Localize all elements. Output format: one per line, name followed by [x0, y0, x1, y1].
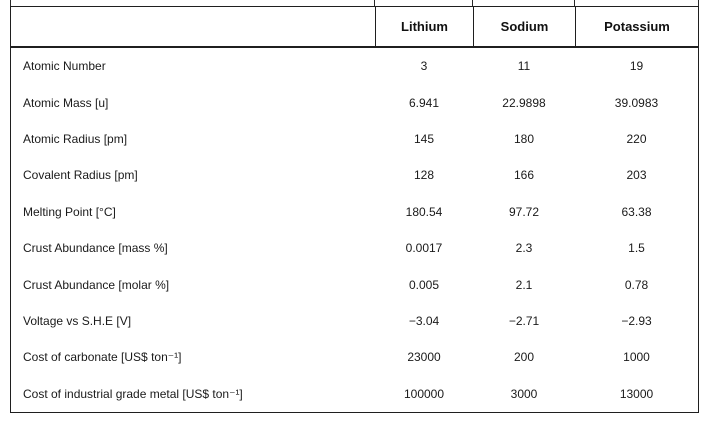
table-row-cost-metal: Cost of industrial grade metal [US$ ton⁻… — [11, 376, 698, 412]
cell-value: 13000 — [619, 386, 654, 401]
column-header-potassium: Potassium — [575, 7, 698, 46]
cell-value: −3.04 — [408, 314, 440, 329]
cell-value: 203 — [626, 168, 647, 183]
cell-value: −2.71 — [508, 314, 540, 329]
cell-value: 6.941 — [408, 95, 440, 110]
cell-value: 2.3 — [515, 241, 533, 256]
cell-value: 3 — [420, 59, 428, 74]
row-label: Crust Abundance [mass %] — [23, 241, 168, 256]
cell-value: 128 — [413, 168, 435, 183]
cell-value: 100000 — [403, 386, 445, 401]
table-row-voltage-she: Voltage vs S.H.E [V] −3.04 −2.71 −2.93 — [11, 303, 698, 339]
cell-value: 3000 — [510, 386, 538, 401]
cell-value: 145 — [413, 132, 435, 147]
table-row-atomic-number: Atomic Number 3 11 19 — [11, 48, 698, 84]
row-label: Voltage vs S.H.E [V] — [23, 314, 132, 329]
corner-cell — [11, 7, 375, 46]
row-label: Atomic Number — [23, 59, 106, 74]
cell-value: 1000 — [623, 350, 650, 365]
cell-value: 23000 — [407, 350, 441, 365]
table-row-crust-abundance-mass: Crust Abundance [mass %] 0.0017 2.3 1.5 — [11, 230, 698, 266]
row-label: Cost of carbonate [US$ ton⁻¹] — [23, 350, 182, 365]
column-header-sodium: Sodium — [473, 7, 575, 46]
row-label: Atomic Radius [pm] — [23, 132, 128, 147]
properties-table: Lithium Sodium Potassium Atomic Number 3… — [10, 6, 699, 413]
table-row-covalent-radius: Covalent Radius [pm] 128 166 203 — [11, 157, 698, 193]
cell-value: 0.78 — [624, 277, 649, 292]
cell-value: 39.0983 — [614, 95, 659, 110]
cell-value: 180 — [513, 132, 535, 147]
cell-value: 0.005 — [408, 277, 440, 292]
cell-value: 22.9898 — [502, 95, 546, 110]
cell-value: 166 — [513, 168, 535, 183]
cell-value: 11 — [517, 59, 531, 74]
cell-value: 180.54 — [405, 204, 443, 219]
header-divider-sliver-2 — [472, 0, 473, 7]
cell-value: 2.1 — [515, 277, 533, 292]
cell-value: 220 — [626, 132, 647, 147]
table-row-crust-abundance-molar: Crust Abundance [molar %] 0.005 2.1 0.78 — [11, 266, 698, 302]
cell-value: −2.93 — [621, 314, 652, 329]
cell-value: 200 — [513, 350, 535, 365]
cell-value: 0.0017 — [405, 241, 443, 256]
cell-value: 1.5 — [628, 241, 645, 256]
row-label: Atomic Mass [u] — [23, 95, 109, 110]
header-divider-sliver-1 — [374, 0, 375, 7]
cell-value: 63.38 — [621, 204, 652, 219]
table-body: Atomic Number 3 11 19 Atomic Mass [u] 6.… — [11, 48, 698, 412]
cell-value: 19 — [629, 59, 644, 74]
table-row-atomic-mass: Atomic Mass [u] 6.941 22.9898 39.0983 — [11, 84, 698, 120]
table-header-row: Lithium Sodium Potassium — [11, 7, 698, 48]
table-row-melting-point: Melting Point [°C] 180.54 97.72 63.38 — [11, 194, 698, 230]
row-label: Melting Point [°C] — [23, 204, 116, 219]
table-left-border-sliver — [10, 0, 11, 7]
row-label: Crust Abundance [molar %] — [23, 277, 170, 292]
table-row-atomic-radius: Atomic Radius [pm] 145 180 220 — [11, 121, 698, 157]
table-right-border-sliver — [698, 0, 699, 7]
header-divider-sliver-3 — [574, 0, 575, 7]
table-row-cost-carbonate: Cost of carbonate [US$ ton⁻¹] 23000 200 … — [11, 339, 698, 375]
row-label: Covalent Radius [pm] — [23, 168, 138, 183]
row-label: Cost of industrial grade metal [US$ ton⁻… — [23, 386, 243, 401]
cell-value: 97.72 — [508, 204, 540, 219]
column-header-lithium: Lithium — [375, 7, 473, 46]
